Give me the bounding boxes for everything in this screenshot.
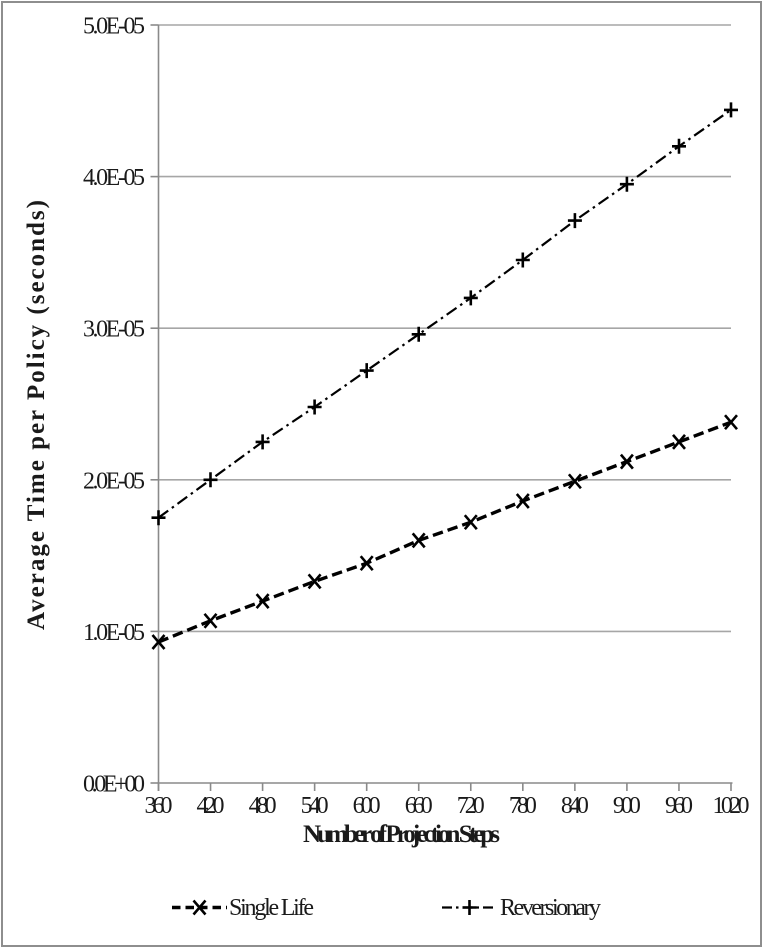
x-marker-single-life xyxy=(307,573,322,590)
x-marker-single-life xyxy=(463,514,478,531)
plus-marker-reversionary xyxy=(567,213,582,229)
plus-marker-reversionary xyxy=(203,472,218,488)
plus-marker-reversionary xyxy=(359,363,374,379)
x-tick-label: 660 xyxy=(405,793,433,819)
legend: Single Life Reversionary xyxy=(172,895,601,921)
plus-marker-reversionary xyxy=(619,176,634,192)
x-marker-single-life xyxy=(672,434,686,450)
y-tick-label: 4.0E-05 xyxy=(83,165,145,191)
x-marker-single-life xyxy=(359,555,374,572)
y-tick-label: 5.0E-05 xyxy=(83,14,145,40)
x-tick-label: 960 xyxy=(665,793,693,819)
x-tick-label: 780 xyxy=(509,793,537,819)
x-marker-single-life xyxy=(724,414,738,431)
plus-marker-reversionary xyxy=(463,290,478,306)
y-tick-label: 1.0E-05 xyxy=(83,620,145,646)
series-line-reversionary xyxy=(157,108,732,519)
y-tick-label: 3.0E-05 xyxy=(83,317,145,343)
x-tick-label: 720 xyxy=(457,793,485,819)
plus-marker-reversionary xyxy=(255,434,270,450)
x-marker-single-life xyxy=(255,593,270,609)
plus-marker-icon xyxy=(462,900,477,915)
x-tick-label: 540 xyxy=(301,793,329,819)
x-tick-label: 600 xyxy=(353,793,381,819)
series-line-single-life xyxy=(157,420,732,644)
x-tick-label: 900 xyxy=(613,793,641,819)
legend-label: Single Life xyxy=(229,895,314,921)
x-marker-single-life xyxy=(515,493,530,509)
x-axis-title: Number of Projection Steps xyxy=(303,821,500,848)
legend-item-single-life: Single Life xyxy=(172,895,314,921)
x-tick-label: 1020 xyxy=(713,793,750,819)
x-tick-label: 360 xyxy=(145,793,173,819)
plus-marker-reversionary xyxy=(724,102,738,118)
x-marker-single-life xyxy=(151,634,166,650)
plus-marker-reversionary xyxy=(411,326,426,342)
plus-marker-reversionary xyxy=(672,138,686,154)
x-tick-label: 420 xyxy=(197,793,225,819)
y-tick-label: 2.0E-05 xyxy=(83,468,145,494)
legend-label: Reversionary xyxy=(500,895,601,921)
x-tick-label: 480 xyxy=(249,793,277,819)
x-marker-single-life xyxy=(567,473,582,490)
x-tick-label: 840 xyxy=(561,793,589,819)
plus-marker-reversionary xyxy=(307,399,322,415)
x-marker-single-life xyxy=(619,453,634,470)
legend-item-reversionary: Reversionary xyxy=(442,895,601,921)
x-marker-single-life xyxy=(203,612,218,629)
x-marker-single-life xyxy=(411,532,426,549)
x-marker-icon xyxy=(192,899,207,916)
plus-marker-reversionary xyxy=(151,510,166,526)
y-tick-label: 0.0E+00 xyxy=(83,772,145,798)
plus-marker-reversionary xyxy=(515,252,530,268)
y-axis-title: Average Time per Policy (seconds) xyxy=(23,200,50,630)
